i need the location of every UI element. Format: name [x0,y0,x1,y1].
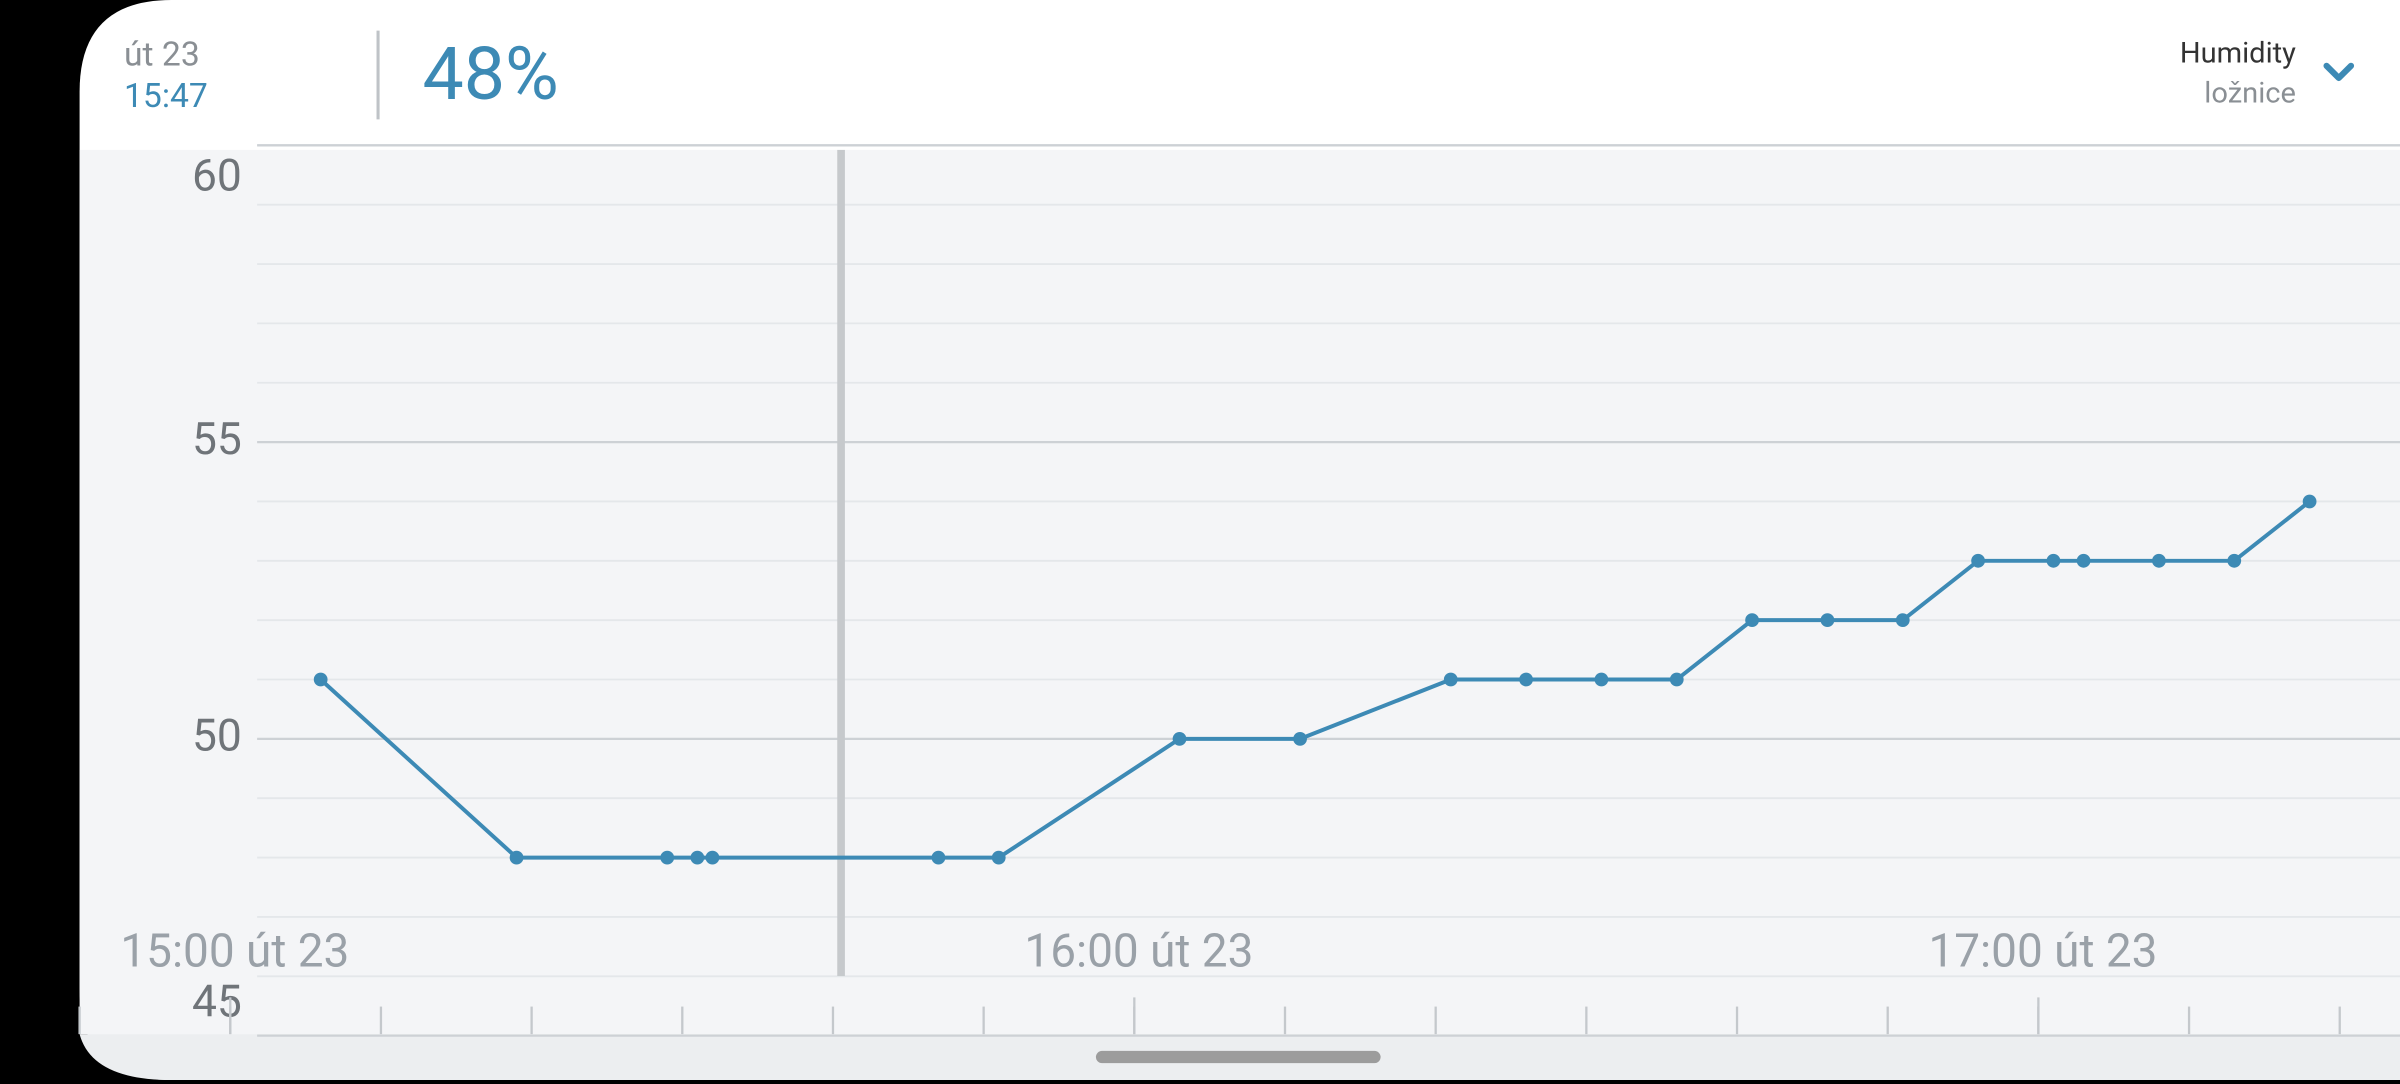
y-tick-label: 60 [192,150,242,202]
y-tick-label: 55 [192,413,242,465]
data-point [2152,553,2166,568]
dropdown-chevron[interactable] [2323,62,2355,82]
series-line [319,499,2311,860]
y-tick-label: 45 [192,976,242,1028]
x-tick-label: 16:00 út 23 [1024,925,1253,979]
data-point [2302,494,2317,509]
data-point [509,850,524,865]
data-point [1443,672,1458,687]
data-point [931,850,946,865]
room-name[interactable]: ložnice [2204,77,2296,111]
data-point [1172,731,1187,746]
x-tick-label: 15:00 út 23 [120,925,349,979]
data-point [705,850,720,865]
plot-bg [79,149,2400,1035]
x-tick-label: 17:00 út 23 [1928,925,2157,979]
date: út 23 [124,35,200,74]
data-point [2227,553,2242,568]
data-point [1669,672,1684,687]
y-tick-label: 50 [192,710,242,762]
data-point [1745,613,1759,628]
data-point [690,850,705,865]
data-point [1895,613,1910,628]
time: 15:47 [124,77,208,116]
data-point [2046,553,2061,568]
data-point [1293,731,1307,746]
home-indicator [1095,1050,1381,1064]
data-point [1971,553,1985,568]
data-point [1594,672,1609,687]
data-point [991,850,1006,865]
data-point [660,850,675,865]
data-point [1519,672,1533,687]
reading: 48% [422,31,558,117]
cursor-line [837,149,845,976]
data-point [2076,553,2091,568]
data-point [313,672,328,687]
data-point [1820,613,1835,628]
sensor-name[interactable]: Humidity [2180,37,2296,71]
